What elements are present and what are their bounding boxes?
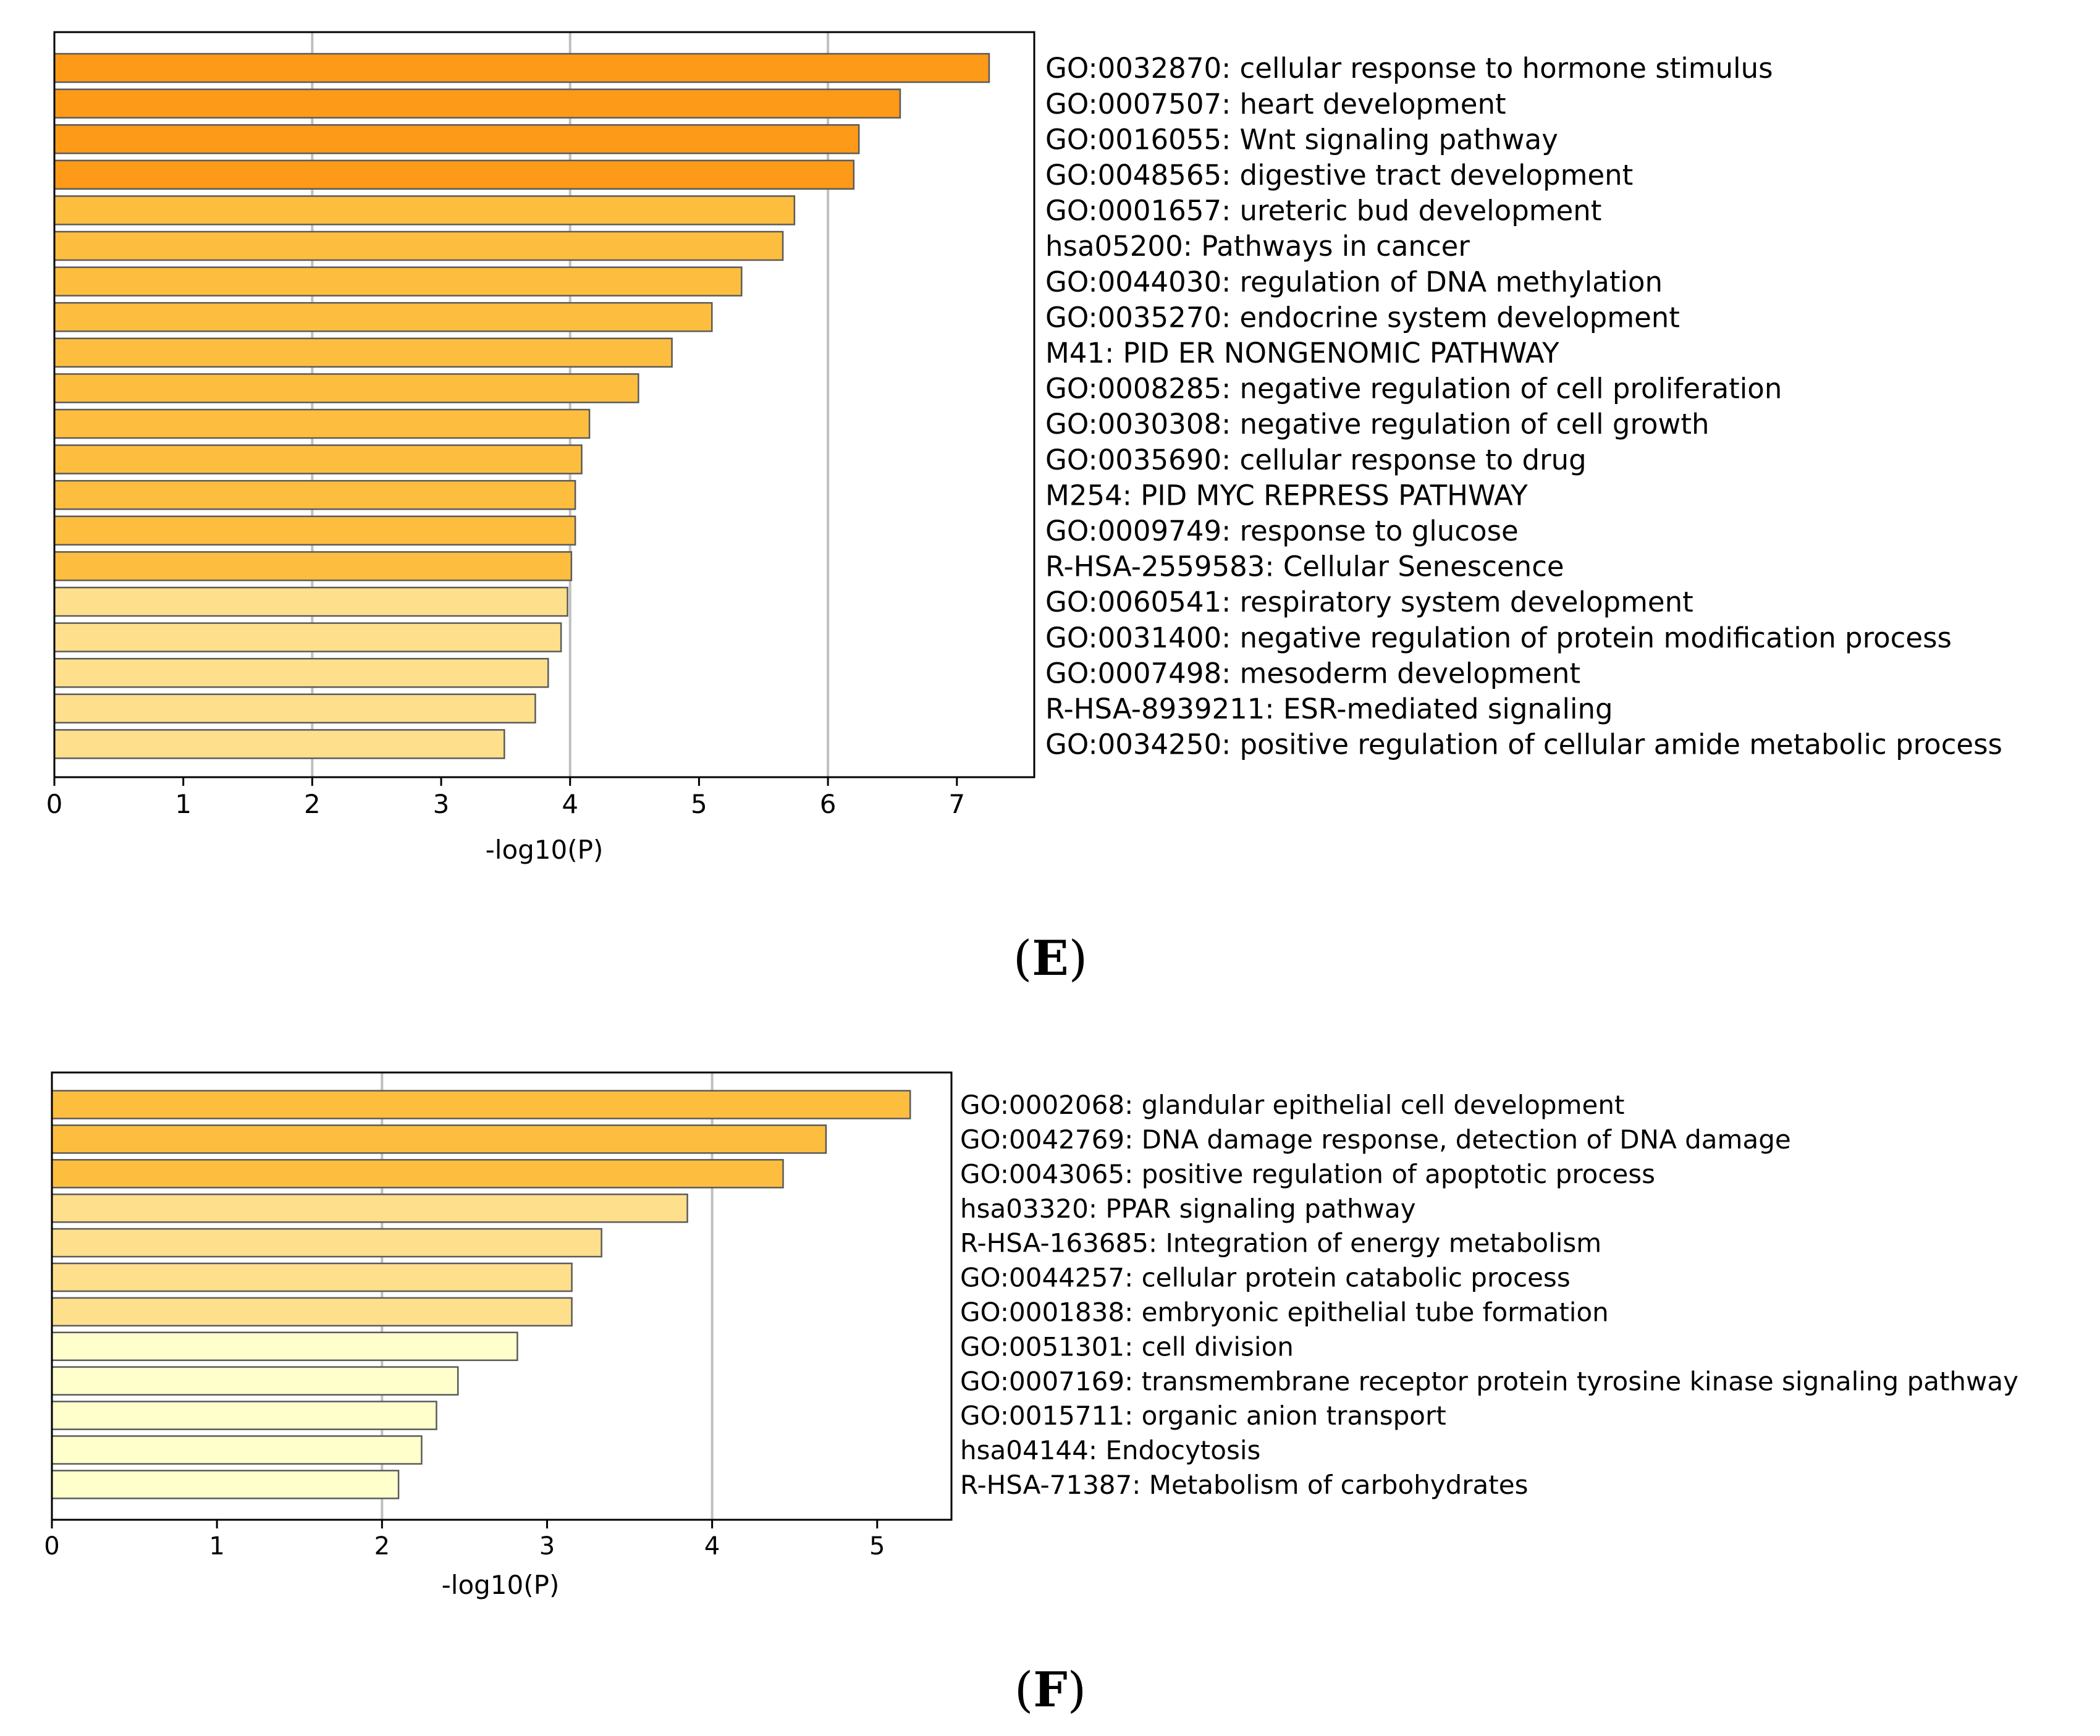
panel-e-category-label: GO:0035270: endocrine system development: [1045, 301, 1680, 334]
panel-e-axes-frame: [53, 31, 1035, 778]
panel-e-bar: [53, 444, 583, 474]
panel-f-x-axis-label: -log10(P): [442, 1570, 560, 1600]
panel-e-bar: [53, 622, 562, 652]
panel-f-bar: [51, 1331, 518, 1362]
panel-e-category-label: M41: PID ER NONGENOMIC PATHWAY: [1045, 337, 1559, 369]
panel-e-bar: [53, 408, 591, 439]
panel-e-bar: [53, 586, 568, 617]
panel-f-bar: [51, 1193, 688, 1223]
panel-f-label: (F): [1014, 1662, 1086, 1718]
panel-e-bar: [53, 301, 713, 332]
panel-e-bars: [53, 53, 990, 759]
panel-f-bar: [51, 1159, 784, 1189]
panel-f-bar: [51, 1124, 827, 1154]
panel-f-category-label: GO:0015711: organic anion transport: [960, 1401, 1446, 1431]
panel-e-bar: [53, 266, 743, 297]
panel-f-bar: [51, 1470, 400, 1499]
panel-e-bar: [53, 195, 796, 225]
panel-f-category-label: R-HSA-163685: Integration of energy meta…: [960, 1228, 1601, 1258]
panel-f-x-ticks: 0 1 2 3 4 5: [44, 1520, 885, 1561]
panel-f-x-tick-label: 3: [539, 1532, 555, 1561]
panel-e-category-label: GO:0044030: regulation of DNA methylatio…: [1045, 266, 1663, 298]
panel-e-x-ticks: 0 1 2 3 4 5 6 7: [46, 777, 965, 819]
panel-f-category-label: GO:0001838: embryonic epithelial tube fo…: [960, 1297, 1609, 1328]
panel-f-bar: [51, 1366, 459, 1396]
panel-e-category-label: M254: PID MYC REPRESS PATHWAY: [1045, 479, 1528, 512]
panel-f-bar: [51, 1262, 573, 1292]
panel-f-bar: [51, 1297, 573, 1327]
panel-e-bar: [53, 729, 505, 759]
panel-e-category-label: GO:0007498: mesoderm development: [1045, 657, 1580, 689]
panel-f-category-label: hsa04144: Endocytosis: [960, 1435, 1260, 1465]
panel-e-category-labels: GO:0032870: cellular response to hormone…: [1045, 52, 2002, 761]
panel-e-x-tick-label: 7: [948, 789, 965, 819]
panel-e-category-label: GO:0007507: heart development: [1045, 88, 1506, 120]
panel-e-category-label: GO:0032870: cellular response to hormone…: [1045, 52, 1773, 85]
panel-e-category-label: GO:0030308: negative regulation of cell …: [1045, 408, 1710, 440]
panel-f-x-tick-label: 0: [44, 1532, 59, 1561]
panel-f-label-letter: F: [1033, 1662, 1067, 1718]
panel-e-bar: [53, 53, 990, 83]
panel-f-bars: [51, 1090, 911, 1499]
panel-f-x-tick-label: 2: [374, 1532, 390, 1561]
panel-e-x-tick-label: 0: [46, 789, 63, 819]
panel-e-label: (E): [1013, 930, 1087, 987]
panel-e-bar: [53, 230, 784, 261]
panel-e-bar: [53, 479, 576, 510]
panel-e-bar: [53, 88, 901, 119]
panel-e-x-tick-label: 5: [691, 789, 707, 819]
panel-f-category-label: GO:0002068: glandular epithelial cell de…: [960, 1090, 1624, 1120]
panel-e-x-tick-label: 2: [304, 789, 321, 819]
panel-e-x-tick-label: 1: [175, 789, 192, 819]
panel-e-bar: [53, 124, 860, 154]
panel-e-category-label: GO:0048565: digestive tract development: [1045, 159, 1633, 192]
panel-f-x-tick-label: 4: [704, 1532, 720, 1561]
panel-f-category-labels: GO:0002068: glandular epithelial cell de…: [960, 1090, 2018, 1500]
panel-e-category-label: GO:0009749: response to glucose: [1045, 515, 1519, 547]
panel-f-category-label: GO:0043065: positive regulation of apopt…: [960, 1159, 1655, 1189]
panel-f-bar: [51, 1401, 437, 1430]
panel-f-category-label: R-HSA-71387: Metabolism of carbohydrates: [960, 1470, 1528, 1500]
panel-e-category-label: R-HSA-8939211: ESR-mediated signaling: [1045, 693, 1613, 725]
panel-f-bar: [51, 1228, 602, 1258]
panel-f-x-tick-label: 5: [869, 1532, 885, 1561]
panel-e-bar: [53, 693, 536, 724]
panel-e-category-label: GO:0001657: ureteric bud development: [1045, 195, 1601, 227]
panel-f-category-label: GO:0007169: transmembrane receptor prote…: [960, 1366, 2018, 1396]
panel-f-x-tick-label: 1: [209, 1532, 224, 1561]
panel-e-category-label: GO:0031400: negative regulation of prote…: [1045, 622, 1952, 654]
panel-e-category-label: GO:0035690: cellular response to drug: [1045, 444, 1587, 476]
panel-e-x-axis-label: -log10(P): [486, 835, 604, 865]
panel-e-x-tick-label: 6: [820, 789, 837, 819]
panel-e-label-letter: E: [1032, 930, 1068, 987]
panel-f-category-label: GO:0044257: cellular protein catabolic p…: [960, 1263, 1571, 1293]
panel-e-bar: [53, 373, 639, 403]
panel-e-bar: [53, 657, 549, 688]
panel-f-bar: [51, 1090, 911, 1119]
panel-f-chart: 0 1 2 3 4 5 GO:0002068: glandular epithelial …: [44, 1071, 2018, 1600]
panel-e-category-label: GO:0016055: Wnt signaling pathway: [1045, 123, 1558, 156]
panel-e-gridlines: [311, 32, 830, 777]
panel-e-bar: [53, 159, 855, 190]
panel-e-x-tick-label: 4: [562, 789, 578, 819]
panel-e-bar: [53, 515, 576, 546]
panel-e-bar: [53, 551, 573, 581]
panel-f-category-label: hsa03320: PPAR signaling pathway: [960, 1194, 1416, 1224]
panel-f-axes-frame: [51, 1071, 953, 1521]
panel-f-category-label: GO:0051301: cell division: [960, 1331, 1294, 1362]
panel-e-x-tick-label: 3: [433, 789, 450, 819]
panel-e-bar: [53, 337, 673, 368]
panel-e-chart: 0 1 2 3 4 5 6 7 GO:0032870: cellular response t…: [46, 31, 2002, 865]
panel-f-bar: [51, 1435, 423, 1465]
panel-e-category-label: R-HSA-2559583: Cellular Senescence: [1045, 550, 1564, 583]
panel-e-category-label: GO:0034250: positive regulation of cellu…: [1045, 728, 2002, 761]
panel-e-category-label: GO:0008285: negative regulation of cell …: [1045, 373, 1782, 405]
panel-e-category-label: hsa05200: Pathways in cancer: [1045, 230, 1470, 263]
panel-e-category-label: GO:0060541: respiratory system developme…: [1045, 586, 1693, 618]
panel-f-category-label: GO:0042769: DNA damage response, detecti…: [960, 1124, 1791, 1155]
